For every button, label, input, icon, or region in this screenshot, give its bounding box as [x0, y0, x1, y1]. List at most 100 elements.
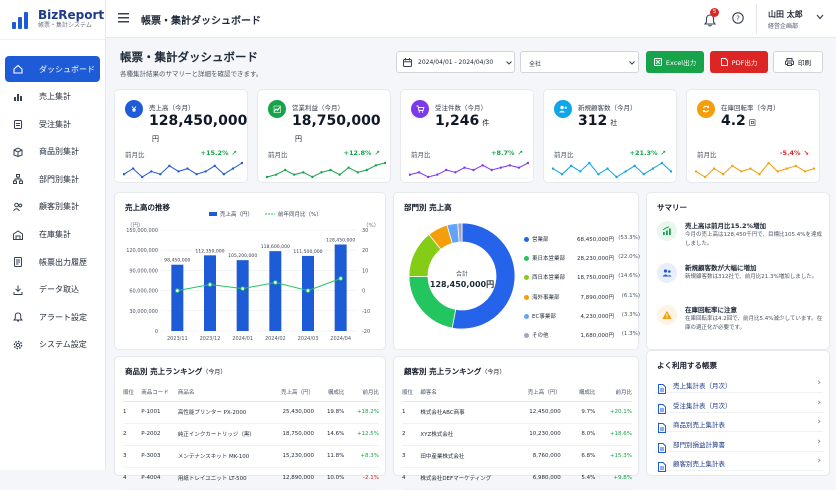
yoy-point[interactable]	[240, 286, 245, 291]
print-label: 印刷	[798, 59, 811, 67]
kpi-sparkline-point	[347, 166, 350, 169]
chevron-down-icon[interactable]	[816, 14, 824, 20]
summary-item-text: 今月の売上高は128,450千円で、目標比105.4%を達成しました。	[685, 232, 822, 247]
kpi-card-0[interactable]: 売上高（今月） 128,450,000 円 前月比 +15.2% ↗	[114, 89, 248, 183]
column-header[interactable]: 商品コード	[141, 389, 169, 396]
table-row[interactable]: 2 P-2002 純正インクカートリッジ（黒） 18,750,000 14.6% +12.…	[123, 423, 379, 445]
kpi-value: 312 社	[578, 113, 617, 129]
report-link[interactable]: 商品別売上集計表 ›	[655, 416, 823, 433]
bar[interactable]	[334, 244, 347, 331]
arrow-up-right-icon: ↗	[660, 149, 666, 157]
column-header[interactable]: 順位	[123, 389, 135, 396]
kpi-delta: +8.7% ↗	[491, 149, 523, 157]
trend-icon	[268, 100, 286, 118]
dept-sales-card: 部門別 売上高 合計 128,450,000円 営業部 68,450,000円 (5…	[393, 192, 640, 350]
kpi-value: 128,450,000 円	[149, 113, 247, 145]
kpi-sparkline-point	[302, 171, 305, 174]
bar[interactable]	[269, 251, 282, 331]
yoy-point[interactable]	[175, 288, 180, 293]
report-link[interactable]: 売上集計表（月次） ›	[655, 377, 823, 394]
sidebar-item-6[interactable]: 在庫集計	[5, 222, 100, 248]
kpi-card-2[interactable]: 受注件数（今月） 1,246 件前月比 +8.7% ↗	[400, 89, 534, 183]
column-header[interactable]: 前月比	[362, 389, 379, 396]
table-row[interactable]: 1 P-1001 高性能プリンター PX-2000 25,430,000 19.8% +1…	[123, 401, 379, 423]
kpi-delta: +12.8% ↗	[344, 149, 380, 157]
table-row[interactable]: 4 株式会社DEFマーケティング 6,980,000 5.4% +9.8%	[402, 467, 632, 489]
bar[interactable]	[236, 260, 249, 331]
yoy-point[interactable]	[273, 280, 278, 285]
kpi-card-3[interactable]: 新規顧客数（今月） 312 社前月比 +21.3% ↗	[543, 89, 677, 183]
column-header[interactable]: 売上高（円）	[527, 389, 561, 396]
date-range-value: 2024/04/01 - 2024/04/30	[418, 59, 494, 66]
kpi-label: 営業利益（今月）	[292, 104, 344, 112]
bar[interactable]	[171, 264, 184, 331]
donut-slice[interactable]	[457, 222, 463, 243]
sidebar-item-label: 在庫集計	[39, 230, 71, 240]
sidebar-item-7[interactable]: 帳票出力履歴	[5, 249, 100, 275]
yoy-point[interactable]	[338, 276, 343, 281]
report-link[interactable]: 受注集計表（月次） ›	[655, 397, 823, 414]
kpi-sparkline-point	[552, 167, 555, 170]
dept-value: 4,230,000円	[580, 313, 615, 320]
summary-item-text: 在庫回転率は4.2回で、前月比5.4%減少しています。在庫の適正化が必要です。	[685, 316, 823, 331]
customer-ranking-title-suffix: （今月）	[481, 369, 506, 376]
sidebar-item-5[interactable]: 顧客別集計	[5, 194, 100, 220]
sidebar-item-1[interactable]: 売上集計	[5, 84, 100, 110]
column-header[interactable]: 前月比	[615, 389, 632, 396]
print-button[interactable]: 印刷	[773, 51, 823, 73]
yoy-point[interactable]	[207, 282, 213, 287]
app-logo[interactable]: BizReport 帳票・集計システム	[0, 0, 105, 40]
column-header[interactable]: 順位	[402, 389, 414, 396]
date-range-picker[interactable]: 2024/04/01 - 2024/04/30	[396, 51, 515, 73]
bar[interactable]	[302, 255, 314, 331]
kpi-sparkline-point	[499, 166, 502, 169]
column-header[interactable]: 構成比	[578, 389, 596, 396]
scope-select[interactable]: 全社	[520, 51, 639, 73]
report-link[interactable]: 部門別損益計算書 ›	[655, 436, 823, 453]
kpi-sparkline-point	[329, 168, 332, 172]
table-row[interactable]: 3 P-3003 メンテナンスキット MK-100 15,230,000 11.8% +8…	[123, 445, 379, 467]
sidebar-item-4[interactable]: 部門別集計	[5, 166, 100, 192]
sidebar-item-10[interactable]: システム設定	[5, 332, 100, 358]
excel-export-button[interactable]: Excel出力	[646, 51, 704, 73]
user-name[interactable]: 山田 太郎	[768, 10, 803, 19]
table-row[interactable]: 3 田中産業株式会社 8,760,000 6.8% +15.3%	[402, 445, 632, 467]
summary-item-title: 新規顧客数が大幅に増加	[685, 264, 757, 272]
bar[interactable]	[204, 255, 216, 331]
sidebar-item-0[interactable]: ダッシュボード	[5, 56, 100, 82]
table-row[interactable]: 1 株式会社ABC商事 12,450,000 9.7% +20.1%	[402, 401, 632, 423]
sidebar-item-9[interactable]: アラート設定	[5, 304, 100, 330]
report-link[interactable]: 顧客別売上集計表 ›	[655, 455, 823, 472]
yen-icon	[125, 100, 143, 118]
yoy-point[interactable]	[305, 288, 311, 293]
kpi-sparkline-point	[204, 170, 207, 173]
column-header[interactable]: 商品名	[177, 389, 195, 396]
table-cell: P-2002	[141, 431, 161, 437]
legend-dot	[524, 237, 529, 242]
donut-slice[interactable]	[451, 222, 516, 330]
kpi-sparkline-line	[266, 162, 386, 178]
notification-button[interactable]: 5	[703, 8, 719, 31]
column-header[interactable]: 売上高（円）	[280, 389, 314, 396]
sidebar-item-8[interactable]: データ取込	[5, 277, 100, 303]
dept-sales-donut	[408, 222, 516, 330]
kpi-card-4[interactable]: 在庫回転率（今月） 4.2 回前月比 -5.4% ↘	[686, 89, 820, 183]
table-row[interactable]: 2 XYZ株式会社 10,230,000 8.0% +18.6%	[402, 423, 632, 445]
x-tick-label: 2024/03	[298, 336, 319, 342]
column-header[interactable]: 構成比	[327, 389, 345, 396]
sidebar-item-3[interactable]: 商品別集計	[5, 139, 100, 165]
sales-trend-card: 売上高の推移 売上高（円） 前年同月比（%） （円） （%） 150,000,000 12…	[114, 192, 386, 350]
table-row[interactable]: 4 P-4004 用紙トレイユニット LT-500 12,890,000 10.0% -2…	[123, 467, 379, 489]
frequent-reports-title: よく利用する帳票	[657, 361, 717, 370]
help-icon[interactable]: ?	[732, 12, 744, 24]
table-cell: 25,430,000	[282, 409, 314, 415]
sidebar-item-2[interactable]: 受注集計	[5, 111, 100, 137]
menu-icon[interactable]	[118, 13, 129, 23]
column-header[interactable]: 顧客名	[420, 389, 437, 396]
table-cell: 4	[402, 475, 406, 481]
kpi-sparkline-point	[767, 161, 770, 165]
legend-label-line: 前年同月比（%）	[278, 210, 322, 218]
kpi-card-1[interactable]: 営業利益（今月） 18,750,000 円 前月比 +12.8% ↗	[257, 89, 391, 183]
kpi-sparkline-point	[293, 173, 296, 176]
pdf-export-button[interactable]: PDF出力	[710, 51, 768, 73]
